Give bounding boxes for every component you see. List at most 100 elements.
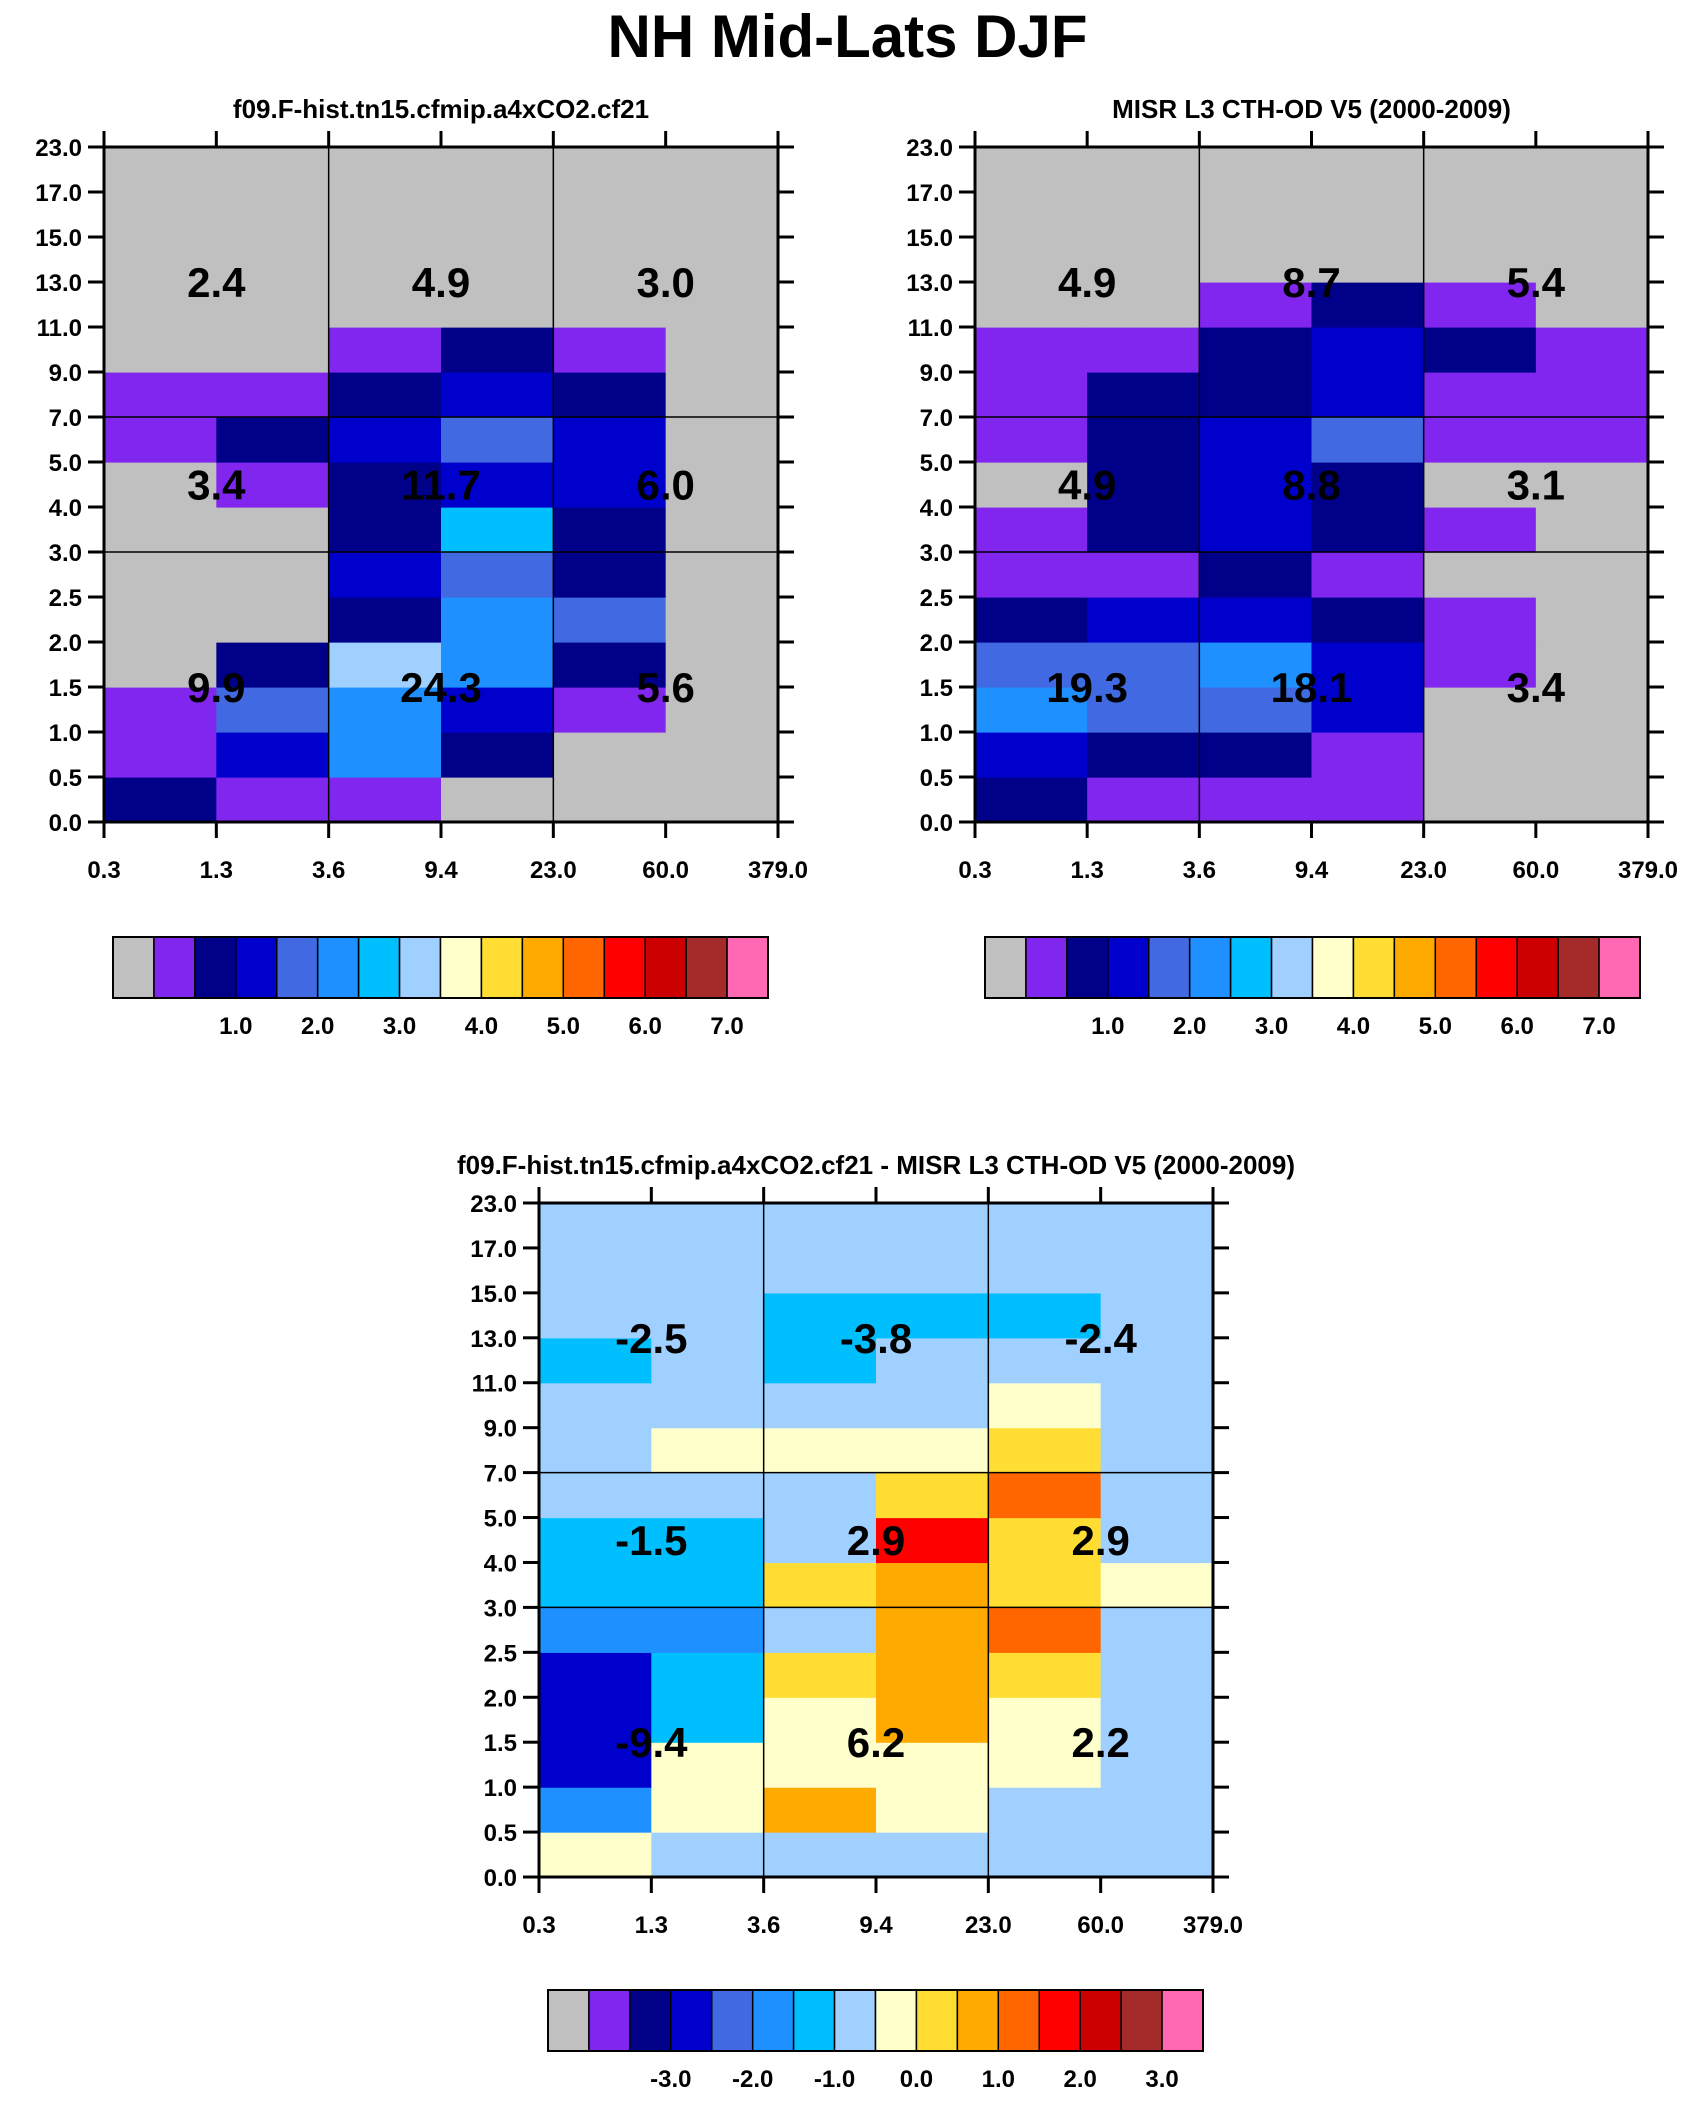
heatmap-cell	[876, 1247, 989, 1294]
heatmap-cell	[553, 192, 667, 238]
heatmap-cell	[1199, 147, 1313, 193]
y-tick-label: 1.5	[484, 1730, 517, 1757]
y-tick-label: 5.0	[484, 1506, 517, 1533]
x-tick-label: 9.4	[424, 857, 458, 884]
heatmap-cell	[441, 642, 554, 688]
y-tick-label: 13.0	[470, 1326, 517, 1353]
colorbar-label: 0.0	[900, 2066, 933, 2093]
heatmap-cell	[1423, 597, 1537, 643]
heatmap-cell	[553, 417, 667, 463]
heatmap-cell	[988, 1427, 1102, 1474]
colorbar-frame	[112, 936, 769, 999]
colorbar-swatch	[1311, 936, 1355, 999]
heatmap-cell	[665, 372, 779, 418]
heatmap-cell	[1535, 552, 1649, 598]
heatmap-cell	[876, 1472, 989, 1519]
y-tick-label: 0.5	[484, 1820, 517, 1847]
main-title: NH Mid-Lats DJF	[607, 3, 1088, 70]
y-tick-label: 2.5	[920, 585, 953, 612]
y-tick-label: 17.0	[906, 180, 953, 207]
heatmap-cell	[1423, 282, 1537, 328]
heatmap-cell	[876, 1607, 989, 1653]
heatmap-cell	[975, 237, 1088, 283]
heatmap-cell	[216, 417, 330, 463]
block-value-label: 4.9	[412, 259, 470, 306]
heatmap-cell	[651, 1697, 765, 1743]
heatmap-cell	[975, 327, 1088, 373]
heatmap-cell	[1423, 237, 1537, 283]
heatmap-cell	[988, 1607, 1102, 1653]
panel-title: f09.F-hist.tn15.cfmip.a4xCO2.cf21	[233, 94, 649, 124]
colorbar-label: 7.0	[710, 1013, 743, 1040]
heatmap-cell	[876, 1697, 989, 1743]
block-value-label: 3.4	[187, 462, 246, 509]
heatmap-cell	[216, 237, 330, 283]
heatmap-cell	[216, 327, 330, 373]
colorbar-label: -3.0	[650, 2066, 691, 2093]
y-tick-label: 4.0	[484, 1550, 517, 1577]
x-tick-label: 3.6	[1183, 857, 1216, 884]
x-tick-label: 23.0	[1400, 857, 1447, 884]
heatmap-cell	[328, 417, 442, 463]
heatmap-cell	[539, 1832, 652, 1878]
heatmap-cell	[1199, 642, 1313, 688]
heatmap-cell	[1311, 282, 1425, 328]
heatmap-cell	[651, 1382, 765, 1429]
heatmap-cell	[216, 777, 330, 823]
block-value-label: 4.9	[1058, 462, 1116, 509]
colorbar-label: -2.0	[732, 2066, 773, 2093]
x-tick-label: 379.0	[1183, 1912, 1243, 1939]
heatmap-cell	[1535, 462, 1649, 508]
x-tick-label: 60.0	[1512, 857, 1559, 884]
heatmap-cell	[553, 597, 667, 643]
heatmap-cell	[665, 687, 779, 733]
x-tick-label: 0.3	[522, 1912, 555, 1939]
y-tick-label: 0.0	[49, 810, 82, 837]
heatmap-cell	[328, 147, 442, 193]
heatmap-cell	[216, 507, 330, 553]
heatmap-cell	[328, 687, 442, 733]
heatmap-cell	[553, 237, 667, 283]
heatmap-cell	[1535, 372, 1649, 418]
block-value-label: 8.8	[1282, 462, 1340, 509]
heatmap-cell	[1087, 642, 1200, 688]
heatmap-cell	[975, 372, 1088, 418]
heatmap-cell	[1311, 777, 1425, 823]
heatmap-cell	[1100, 1787, 1214, 1833]
x-tick-label: 1.3	[200, 857, 233, 884]
colorbar-label: 1.0	[982, 2066, 1015, 2093]
heatmap-cell	[763, 1472, 877, 1519]
heatmap-cell	[104, 417, 217, 463]
y-tick-label: 9.0	[484, 1416, 517, 1443]
heatmap-cell	[1100, 1382, 1214, 1429]
heatmap-cell	[1100, 1427, 1214, 1474]
y-tick-label: 0.5	[49, 765, 82, 792]
colorbar-swatch	[1120, 1989, 1163, 2052]
heatmap-cell	[988, 1562, 1102, 1608]
heatmap-cell	[104, 327, 217, 373]
heatmap-cell	[328, 327, 442, 373]
y-tick-label: 7.0	[49, 405, 82, 432]
block-value-label: 4.9	[1058, 259, 1116, 306]
heatmap-cell	[1087, 597, 1200, 643]
colorbar-swatch	[547, 1989, 590, 2052]
heatmap-cell	[441, 372, 554, 418]
heatmap-cell	[104, 777, 217, 823]
x-tick-label: 9.4	[1295, 857, 1329, 884]
colorbar-label: 3.0	[1145, 2066, 1178, 2093]
block-value-label: 2.4	[187, 259, 246, 306]
x-tick-label: 23.0	[530, 857, 577, 884]
block-value-label: 3.4	[1507, 664, 1566, 711]
heatmap-cell	[665, 237, 779, 283]
colorbar-swatch	[1598, 936, 1641, 999]
heatmap-cell	[1087, 462, 1200, 508]
heatmap-cell	[763, 1697, 877, 1743]
heatmap-cell	[1423, 147, 1537, 193]
heatmap-cell	[104, 552, 217, 598]
block-value-label: 6.0	[636, 462, 694, 509]
heatmap-cell	[876, 1517, 989, 1564]
heatmap-cell	[441, 282, 554, 328]
block-value-label: 19.3	[1046, 664, 1128, 711]
heatmap-cell	[104, 597, 217, 643]
heatmap-cell	[1199, 192, 1313, 238]
